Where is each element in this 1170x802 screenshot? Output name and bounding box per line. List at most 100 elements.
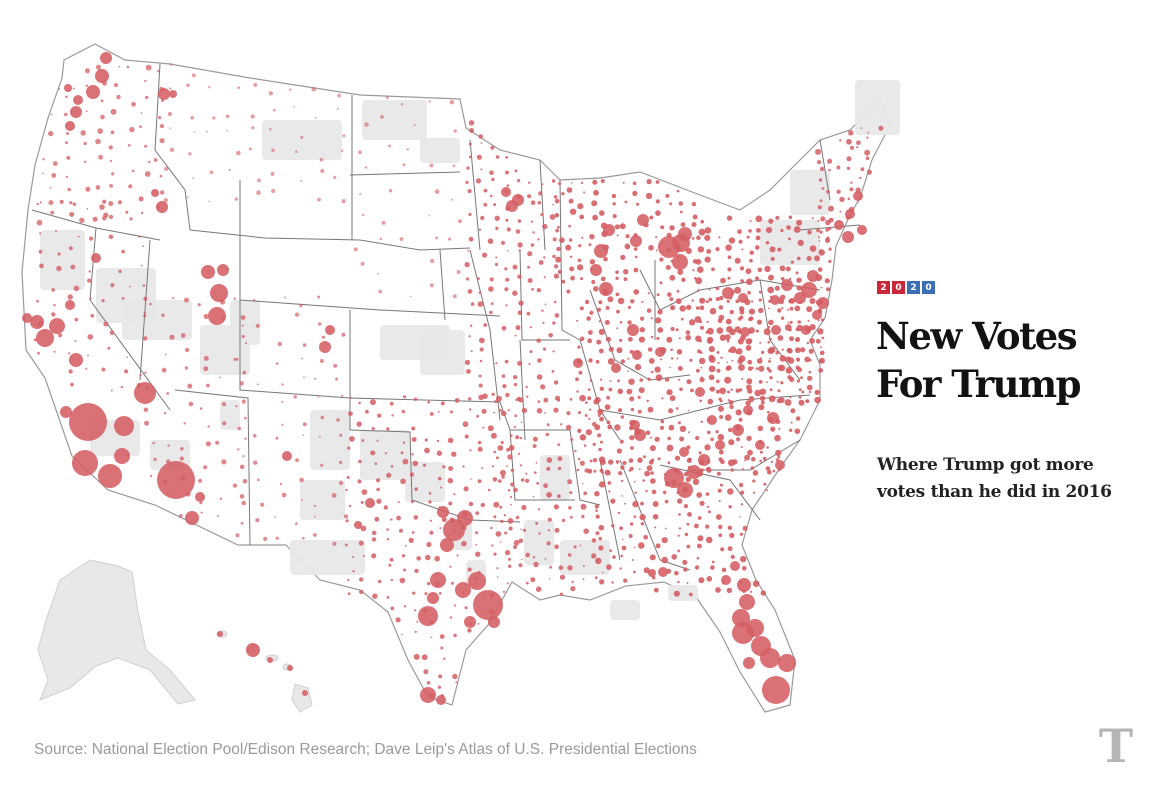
county-vote-gain-bubble (611, 524, 615, 528)
county-vote-gain-bubble (493, 203, 497, 207)
county-vote-gain-bubble (166, 392, 170, 395)
county-vote-gain-bubble (716, 327, 724, 334)
county-vote-gain-bubble (273, 108, 276, 112)
county-vote-gain-bubble (678, 527, 682, 530)
county-vote-gain-bubble (704, 234, 711, 241)
county-vote-gain-bubble (606, 395, 610, 400)
county-vote-gain-bubble (554, 264, 559, 269)
county-vote-gain-bubble (302, 690, 308, 696)
county-vote-gain-bubble (538, 532, 541, 535)
county-vote-gain-bubble (698, 451, 702, 455)
county-vote-gain-bubble (608, 346, 614, 352)
county-vote-gain-bubble (607, 424, 613, 430)
county-vote-gain-bubble (411, 426, 416, 431)
county-vote-gain-bubble (519, 464, 523, 467)
no-gain-county-patch (122, 300, 192, 340)
county-vote-gain-bubble (483, 323, 488, 327)
county-vote-gain-bubble (95, 185, 101, 190)
county-vote-gain-bubble (650, 370, 654, 374)
county-vote-gain-bubble (469, 128, 475, 133)
county-vote-gain-bubble (728, 349, 732, 353)
county-vote-gain-bubble (558, 565, 564, 570)
county-vote-gain-bubble (515, 229, 521, 234)
county-vote-gain-bubble (818, 368, 824, 373)
county-vote-gain-bubble (597, 307, 601, 312)
county-vote-gain-bubble (741, 467, 744, 470)
county-vote-gain-bubble (759, 341, 762, 344)
county-vote-gain-bubble (30, 315, 44, 329)
county-vote-gain-bubble (207, 425, 210, 428)
county-vote-gain-bubble (593, 399, 599, 405)
county-vote-gain-bubble (462, 421, 469, 428)
county-vote-gain-bubble (627, 370, 629, 372)
county-vote-gain-bubble (584, 414, 588, 417)
county-vote-gain-bubble (777, 308, 782, 313)
county-vote-gain-bubble (167, 111, 173, 117)
county-vote-gain-bubble (83, 141, 87, 146)
county-vote-gain-bubble (386, 538, 390, 541)
county-vote-gain-bubble (239, 494, 245, 499)
county-vote-gain-bubble (643, 455, 646, 459)
county-vote-gain-bubble (774, 285, 781, 291)
county-vote-gain-bubble (51, 288, 55, 292)
county-vote-gain-bubble (103, 212, 109, 218)
county-vote-gain-bubble (506, 249, 509, 252)
county-vote-gain-bubble (299, 477, 304, 483)
county-vote-gain-bubble (110, 283, 115, 288)
state-border (659, 464, 761, 521)
county-vote-gain-bubble (784, 324, 792, 331)
county-vote-gain-bubble (263, 536, 268, 542)
county-vote-gain-bubble (727, 427, 733, 433)
county-vote-gain-bubble (603, 256, 608, 262)
county-vote-gain-bubble (453, 129, 457, 133)
county-vote-gain-bubble (818, 240, 821, 242)
county-vote-gain-bubble (616, 234, 619, 237)
county-vote-gain-bubble (588, 330, 593, 335)
county-vote-gain-bubble (752, 470, 759, 476)
county-vote-gain-bubble (655, 180, 660, 184)
county-vote-gain-bubble (685, 476, 691, 483)
county-vote-gain-bubble (577, 203, 584, 210)
county-vote-gain-bubble (655, 374, 663, 382)
county-vote-gain-bubble (98, 464, 122, 488)
county-vote-gain-bubble (707, 415, 717, 425)
county-vote-gain-bubble (579, 336, 585, 342)
county-vote-gain-bubble (255, 323, 260, 328)
county-vote-gain-bubble (817, 319, 820, 322)
county-vote-gain-bubble (688, 592, 693, 597)
county-vote-gain-bubble (441, 517, 447, 523)
county-vote-gain-bubble (637, 395, 641, 399)
county-vote-gain-bubble (646, 399, 649, 403)
county-vote-gain-bubble (657, 327, 664, 333)
county-vote-gain-bubble (216, 514, 219, 517)
county-vote-gain-bubble (590, 264, 602, 276)
county-vote-gain-bubble (579, 544, 582, 547)
county-vote-gain-bubble (468, 408, 472, 411)
county-vote-gain-bubble (650, 471, 654, 475)
county-vote-gain-bubble (371, 530, 377, 536)
county-vote-gain-bubble (191, 73, 196, 78)
state-border (154, 63, 191, 231)
county-vote-gain-bubble (353, 247, 358, 252)
county-vote-gain-bubble (225, 114, 230, 119)
county-vote-gain-bubble (453, 604, 456, 607)
county-vote-gain-bubble (354, 521, 362, 529)
county-vote-gain-bubble (527, 194, 532, 199)
county-vote-gain-bubble (856, 140, 861, 145)
county-vote-gain-bubble (577, 457, 581, 461)
county-vote-gain-bubble (740, 490, 745, 495)
county-vote-gain-bubble (376, 498, 382, 504)
county-vote-gain-bubble (553, 380, 559, 385)
county-vote-gain-bubble (755, 215, 763, 223)
county-vote-gain-bubble (607, 481, 612, 485)
county-vote-gain-bubble (666, 336, 673, 343)
state-border (519, 339, 526, 441)
county-vote-gain-bubble (577, 264, 584, 271)
county-vote-gain-bubble (169, 63, 173, 66)
county-vote-gain-bubble (346, 476, 350, 479)
county-vote-gain-bubble (542, 347, 547, 351)
state-border (559, 179, 581, 341)
county-vote-gain-bubble (611, 363, 621, 373)
county-vote-gain-bubble (519, 436, 523, 440)
county-vote-gain-bubble (116, 94, 121, 100)
